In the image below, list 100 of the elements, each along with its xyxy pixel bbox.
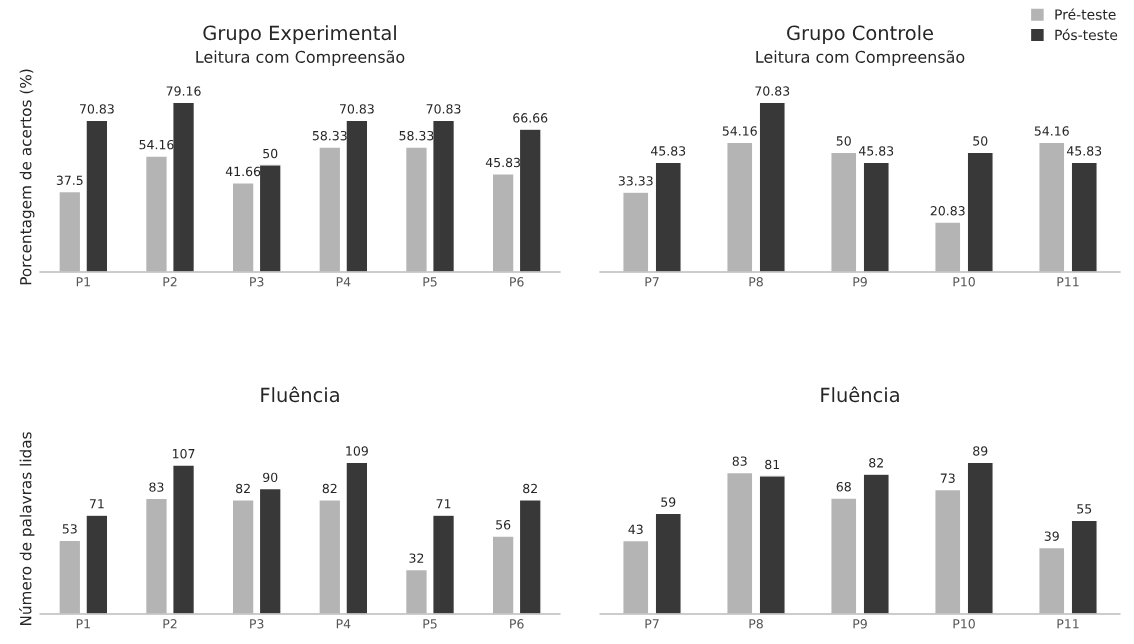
data-label: 33.33 [618,176,653,186]
chart-title: Fluência [261,386,339,403]
bar [966,151,994,272]
data-label: 45.83 [1066,146,1102,156]
x-tick-label: P5 [423,277,437,287]
x-tick-label: P8 [749,277,763,287]
data-label: 71 [89,499,104,509]
bar [830,151,858,272]
bar [654,512,682,614]
legend-label: Pré-teste [1055,8,1116,20]
x-tick-label: P4 [336,619,351,629]
bar [258,164,282,272]
bar [491,535,515,614]
x-tick-label: P9 [853,619,867,629]
data-label: 90 [263,472,278,483]
data-label: 89 [973,446,988,456]
data-label: 50 [836,136,851,146]
bar [432,514,456,614]
bar [1038,546,1066,614]
x-tick-label: P2 [163,277,177,287]
chart-subtitle: Leitura com Compreensão [196,50,405,66]
x-tick-label: P1 [76,619,90,629]
bar [758,475,786,614]
x-tick-label: P9 [853,277,867,287]
data-label: 58.33 [399,130,434,141]
x-tick-label: P2 [163,619,177,629]
bar [85,514,109,614]
data-label: 66.66 [513,113,548,123]
x-tick-label: P1 [76,277,90,287]
bar [491,173,515,272]
bar [726,141,754,272]
bar [318,146,342,272]
bar [830,497,858,614]
x-tick-label: P7 [645,277,659,287]
data-label: 45.83 [485,157,521,168]
bar [1070,519,1098,614]
chart-title: Grupo Controle [787,25,933,44]
bar [144,155,168,272]
data-label: 43 [628,524,643,535]
x-tick-label: P11 [1057,619,1079,629]
data-label: 70.83 [755,86,790,96]
data-label: 54.16 [722,126,757,136]
bar [404,146,428,272]
bar [518,499,542,614]
bar [58,539,82,614]
data-label: 70.83 [80,104,114,114]
chart-subtitle: Leitura com Compreensão [756,50,965,66]
bar [345,119,369,272]
x-tick-label: P8 [749,619,763,629]
bar [231,182,255,272]
x-tick-label: P3 [250,619,264,629]
bar [318,499,342,614]
x-tick-label: P7 [645,619,659,629]
data-label: 83 [732,456,747,466]
data-label: 37.5 [56,175,83,186]
x-tick-label: P11 [1057,277,1079,287]
data-label: 70.83 [426,104,461,114]
bar [404,568,428,614]
data-label: 107 [172,448,195,459]
bar [1038,141,1066,272]
data-label: 20.83 [930,206,965,216]
bar [58,190,82,272]
bar [85,119,109,272]
bar [258,487,282,614]
data-label: 68 [836,481,851,492]
data-label: 81 [765,459,780,470]
bar [622,191,650,272]
data-label: 109 [346,446,368,456]
data-label: 82 [523,483,537,494]
bar [172,464,196,614]
x-tick-label: P6 [510,619,524,629]
bar [1070,161,1098,272]
bar [654,161,682,272]
data-label: 32 [409,553,424,563]
x-tick-label: P5 [423,619,437,629]
y-axis-title: Número de palavras lidas [19,432,35,626]
chart-title: Grupo Experimental [203,25,396,44]
bar [758,101,786,272]
legend-label: Pós-teste [1055,28,1118,41]
data-label: 55 [1077,504,1092,514]
data-label: 70.83 [340,104,374,114]
chart-title: Fluência [821,386,899,403]
x-tick-label: P10 [953,277,975,287]
bar [966,461,994,614]
x-tick-label: P4 [336,277,351,287]
data-label: 82 [869,458,883,468]
bar [144,497,168,614]
bar [172,101,196,272]
data-label: 56 [496,519,511,530]
data-label: 54.16 [1034,126,1069,136]
data-label: 54.16 [139,139,174,150]
data-label: 73 [940,473,955,483]
bar [345,461,369,614]
data-label: 79.16 [166,86,201,96]
bar [862,473,890,614]
data-label: 83 [149,482,164,492]
x-tick-label: P3 [250,277,264,287]
bar [518,128,542,272]
x-tick-label: P10 [953,619,975,629]
data-label: 50 [263,148,278,159]
